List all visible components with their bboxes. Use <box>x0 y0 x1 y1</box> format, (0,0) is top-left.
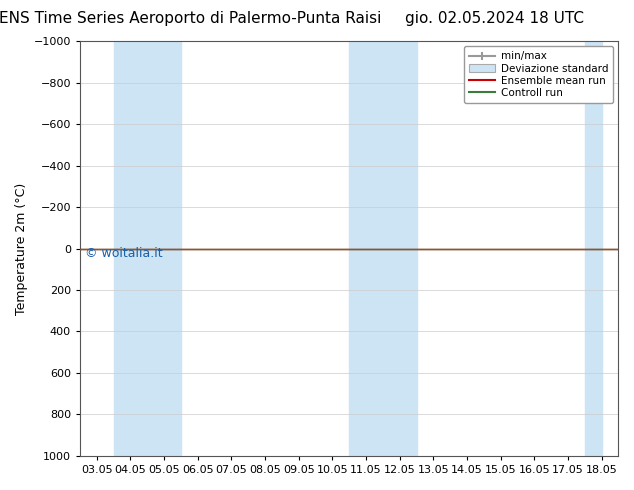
Bar <box>349 41 417 456</box>
Bar <box>585 41 602 456</box>
Text: ENS Time Series Aeroporto di Palermo-Punta Raisi: ENS Time Series Aeroporto di Palermo-Pun… <box>0 11 382 26</box>
Text: © woitalia.it: © woitalia.it <box>86 247 163 260</box>
Bar <box>113 41 181 456</box>
Text: gio. 02.05.2024 18 UTC: gio. 02.05.2024 18 UTC <box>405 11 584 26</box>
Legend: min/max, Deviazione standard, Ensemble mean run, Controll run: min/max, Deviazione standard, Ensemble m… <box>464 46 613 103</box>
Y-axis label: Temperature 2m (°C): Temperature 2m (°C) <box>15 182 28 315</box>
